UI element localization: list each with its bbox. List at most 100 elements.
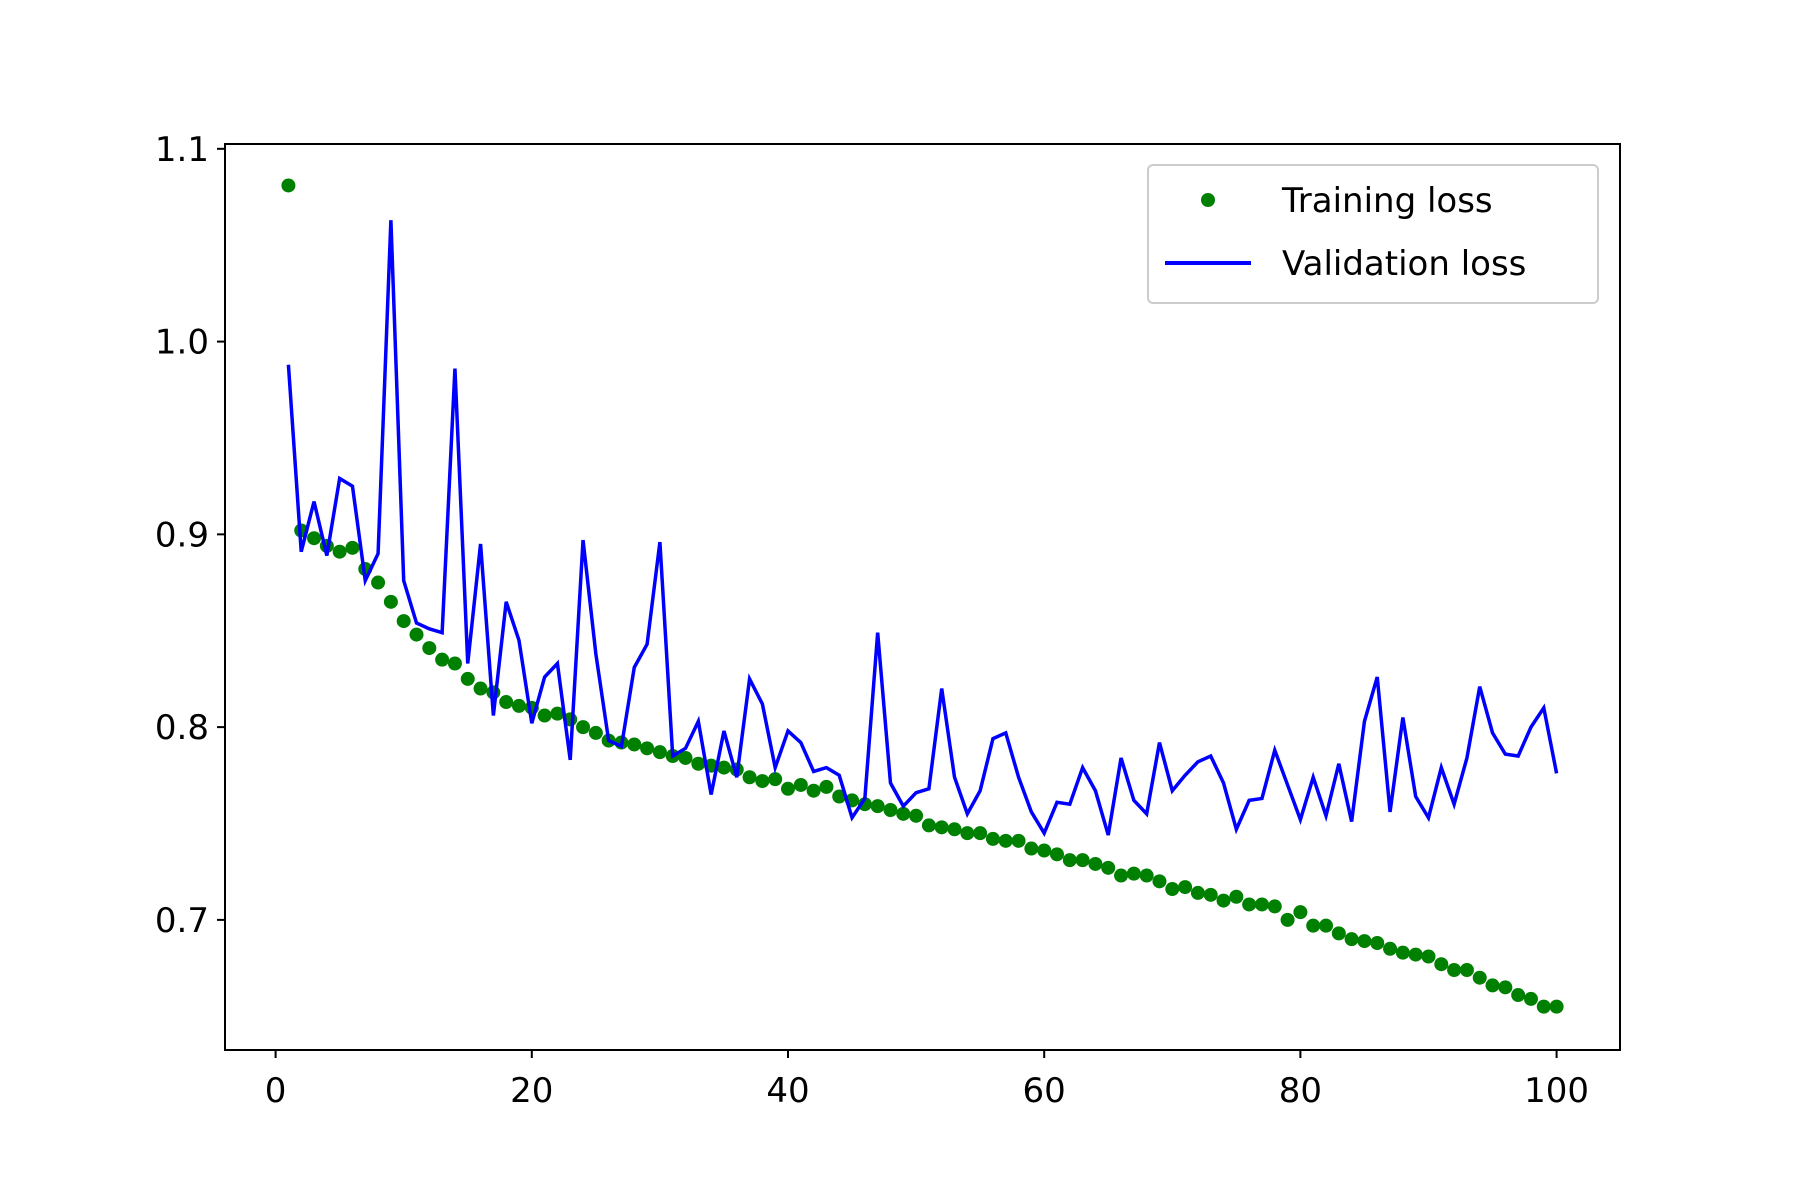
training-loss-point: [1139, 868, 1154, 883]
training-loss-point: [537, 708, 552, 723]
training-loss-point: [1254, 897, 1269, 912]
plot-area: [281, 178, 1564, 1014]
training-loss-point: [627, 737, 642, 752]
training-loss-point: [1447, 963, 1462, 977]
training-loss-point: [460, 671, 475, 686]
training-loss-point: [870, 799, 885, 814]
training-loss-point: [691, 756, 706, 771]
training-loss-point: [1165, 882, 1180, 897]
legend-validation-label: Validation loss: [1282, 244, 1526, 284]
training-loss-point: [1075, 853, 1090, 868]
training-loss-point: [473, 681, 488, 696]
training-loss-point: [576, 720, 591, 735]
training-loss-point: [1523, 991, 1538, 1006]
training-loss-point: [435, 652, 450, 667]
x-tick-label: 20: [510, 1071, 553, 1111]
training-loss-point: [281, 178, 296, 193]
training-loss-point: [1306, 918, 1321, 933]
training-loss-point: [1536, 999, 1551, 1014]
legend-training-marker: [1201, 193, 1215, 207]
x-tick-label: 40: [766, 1071, 809, 1111]
training-loss-point: [383, 594, 398, 609]
training-loss-point: [1511, 988, 1526, 1003]
training-loss-point: [678, 750, 693, 765]
training-loss-point: [588, 725, 603, 740]
training-loss-point: [1229, 889, 1244, 904]
training-loss-point: [768, 772, 783, 787]
axes-frame: [224, 143, 1621, 1051]
training-loss-point: [422, 641, 437, 656]
training-loss-point: [973, 826, 988, 841]
training-loss-point: [396, 614, 411, 629]
training-loss-point: [755, 774, 770, 789]
training-loss-point: [511, 698, 526, 713]
training-loss-point: [1267, 899, 1282, 914]
training-loss-point: [1370, 936, 1385, 951]
training-loss-point: [1549, 999, 1564, 1014]
training-loss-point: [1037, 843, 1052, 858]
legend: Training loss Validation loss: [1147, 164, 1599, 304]
training-loss-point: [1459, 963, 1474, 977]
training-loss-point: [1421, 949, 1436, 964]
training-loss-point: [1344, 932, 1359, 947]
validation-loss-line: [286, 220, 1559, 838]
x-tick-label: 60: [1023, 1071, 1066, 1111]
training-loss-point: [1319, 918, 1334, 933]
training-loss-point: [1101, 860, 1116, 875]
training-loss-point: [550, 706, 565, 721]
training-loss-point: [1280, 912, 1295, 927]
training-loss-point: [1357, 934, 1372, 949]
training-loss-point: [371, 575, 386, 590]
training-loss-point: [819, 779, 834, 794]
y-tick-label: 0.9: [155, 515, 209, 555]
training-loss-point: [883, 803, 898, 818]
training-loss-point: [742, 770, 757, 785]
training-loss-point: [896, 806, 911, 821]
x-tick-label: 80: [1279, 1071, 1322, 1111]
training-loss-point: [1152, 874, 1167, 889]
training-loss-point: [1331, 926, 1346, 941]
training-loss-point: [652, 745, 667, 760]
training-loss-point: [1011, 833, 1026, 848]
training-loss-point: [1024, 841, 1039, 856]
training-loss-point: [781, 781, 795, 796]
training-loss-point: [1126, 866, 1141, 881]
y-tick-label: 1.0: [155, 323, 209, 363]
training-loss-point: [1050, 847, 1064, 862]
training-loss-point: [832, 789, 847, 804]
legend-box: [1147, 164, 1599, 304]
training-loss-point: [1498, 980, 1513, 995]
training-loss-point: [793, 777, 808, 792]
training-loss-point: [1114, 868, 1129, 883]
x-tick-label: 0: [265, 1071, 287, 1111]
training-loss-point: [947, 822, 962, 837]
training-loss-point: [307, 531, 322, 546]
training-loss-point: [1472, 970, 1487, 985]
training-loss-point: [409, 627, 424, 642]
training-loss-point: [1242, 897, 1257, 912]
training-loss-point: [1293, 905, 1308, 920]
training-loss-point: [499, 695, 514, 710]
training-loss-point: [1395, 945, 1410, 960]
training-loss-point: [447, 656, 462, 671]
training-loss-point: [1062, 853, 1077, 868]
training-loss-point: [921, 818, 936, 833]
training-loss-point: [1216, 893, 1231, 908]
legend-training-label: Training loss: [1281, 181, 1493, 221]
axis-ticks: 0 20 40 60 80 100 0.7 0.8 0.9 1.0 1.1: [155, 130, 1589, 1111]
training-loss-point: [332, 544, 347, 559]
training-loss-point: [998, 833, 1013, 848]
training-loss-point: [1434, 957, 1449, 972]
y-tick-label: 0.8: [155, 708, 209, 748]
training-loss-point: [716, 760, 731, 775]
training-loss-point: [960, 826, 975, 841]
y-tick-label: 1.1: [155, 130, 209, 170]
x-tick-label: 100: [1524, 1071, 1589, 1111]
training-loss-point: [1408, 947, 1423, 962]
training-loss-point: [1190, 885, 1205, 900]
training-loss-point: [1485, 978, 1500, 993]
training-loss-point: [640, 741, 655, 756]
training-loss-point: [934, 820, 949, 835]
training-loss-point: [1178, 880, 1193, 895]
